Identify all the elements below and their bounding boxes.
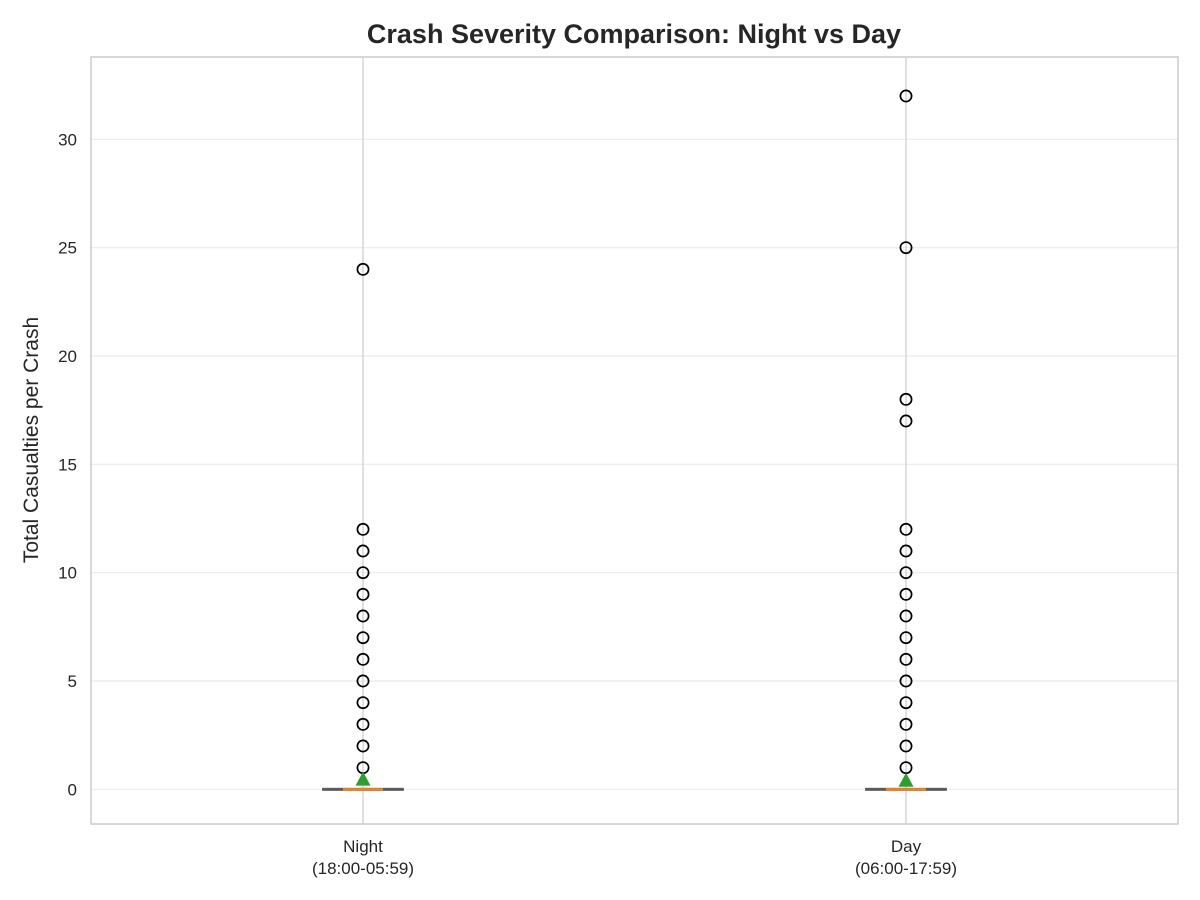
y-axis-label: Total Casualties per Crash — [20, 317, 43, 563]
y-tick-label: 0 — [68, 780, 77, 799]
plot-frame — [90, 56, 1179, 825]
x-categories: Night (18:00-05:59) Day (06:00-17:59) — [312, 837, 957, 878]
outlier-point — [356, 631, 370, 645]
outlier-point — [356, 652, 370, 666]
x-tick-label-sub: (18:00-05:59) — [312, 859, 414, 878]
outlier-point — [899, 89, 913, 103]
y-ticks: 0 5 10 15 20 25 30 — [58, 130, 77, 799]
x-tick-label-sub: (06:00-17:59) — [855, 859, 957, 878]
y-tick-label: 15 — [58, 455, 77, 474]
outlier-point — [899, 414, 913, 428]
outlier-point — [356, 674, 370, 688]
chart-title: Crash Severity Comparison: Night vs Day — [367, 19, 901, 49]
outlier-point — [899, 522, 913, 536]
outlier-point — [356, 739, 370, 753]
outlier-point — [356, 544, 370, 558]
outlier-point — [899, 392, 913, 406]
outlier-point — [899, 652, 913, 666]
outlier-point — [356, 609, 370, 623]
outlier-point — [899, 566, 913, 580]
mean-marker — [355, 771, 371, 786]
outlier-point — [356, 566, 370, 580]
y-tick-label: 10 — [58, 564, 77, 583]
outlier-point — [899, 609, 913, 623]
x-tick-label: Night — [343, 837, 383, 856]
outlier-point — [899, 696, 913, 710]
grid — [91, 57, 1178, 824]
y-tick-label: 5 — [68, 672, 77, 691]
mean-marker — [898, 772, 914, 787]
outlier-point — [899, 739, 913, 753]
y-tick-label: 25 — [58, 239, 77, 258]
outlier-point — [899, 241, 913, 255]
outlier-point — [356, 696, 370, 710]
y-tick-label: 30 — [58, 130, 77, 149]
y-tick-label: 20 — [58, 347, 77, 366]
outlier-point — [899, 674, 913, 688]
outlier-point — [899, 717, 913, 731]
outlier-point — [356, 262, 370, 276]
outlier-point — [356, 522, 370, 536]
outlier-point — [356, 587, 370, 601]
outlier-point — [899, 587, 913, 601]
x-tick-label: Day — [891, 837, 922, 856]
outlier-point — [899, 544, 913, 558]
box-marks — [322, 89, 947, 791]
outlier-point — [899, 631, 913, 645]
outlier-point — [356, 717, 370, 731]
